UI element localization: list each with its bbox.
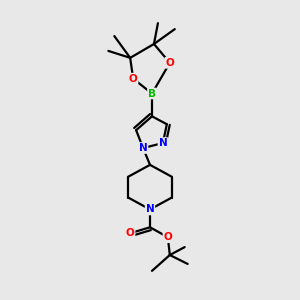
Text: O: O — [126, 228, 135, 238]
Text: N: N — [146, 204, 154, 214]
Text: N: N — [158, 138, 167, 148]
Text: B: B — [148, 88, 156, 98]
Text: N: N — [139, 143, 147, 153]
Text: O: O — [129, 74, 137, 84]
Text: O: O — [165, 58, 174, 68]
Text: O: O — [164, 232, 172, 242]
